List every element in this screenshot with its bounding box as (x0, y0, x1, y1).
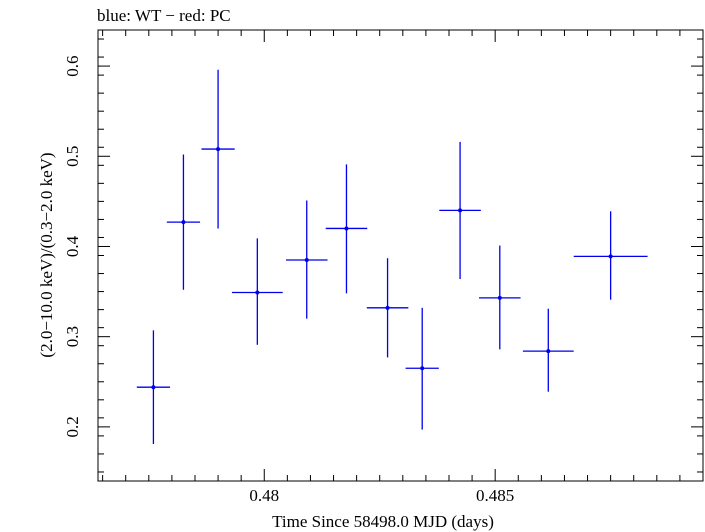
point-marker (420, 366, 425, 371)
point-marker (304, 258, 309, 263)
data-point (479, 245, 521, 350)
point-marker (458, 208, 463, 213)
x-axis-label: Time Since 58498.0 MJD (days) (272, 512, 494, 531)
x-tick-label: 0.48 (249, 486, 279, 505)
y-axis-label: (2.0−10.0 keV)/(0.3−2.0 keV) (37, 152, 56, 357)
data-point (231, 238, 283, 345)
x-tick-label: 0.485 (476, 486, 514, 505)
data-point (201, 69, 235, 229)
point-marker (608, 254, 613, 259)
point-marker (255, 290, 260, 295)
point-marker (497, 295, 502, 300)
point-marker (151, 385, 156, 390)
point-marker (344, 226, 349, 231)
data-point (573, 211, 648, 300)
point-marker (181, 220, 186, 225)
y-tick-label: 0.4 (63, 235, 82, 257)
data-point (522, 308, 574, 392)
y-tick-labels: 0.2 0.3 0.4 0.5 0.6 (63, 55, 82, 437)
point-marker (216, 147, 221, 152)
y-tick-label: 0.6 (63, 55, 82, 76)
chart-title: blue: WT − red: PC (97, 6, 231, 25)
x-tick-labels: 0.48 0.485 (249, 486, 514, 505)
point-marker (385, 305, 390, 310)
data-point (439, 141, 481, 279)
data-point (325, 164, 368, 294)
data-point (166, 154, 201, 290)
data-points (136, 69, 648, 445)
y-tick-label: 0.5 (63, 146, 82, 167)
point-marker (546, 349, 551, 354)
data-point (405, 307, 439, 430)
y-tick-label: 0.2 (63, 416, 82, 437)
data-point (285, 200, 328, 319)
axis-ticks (98, 30, 704, 481)
y-tick-label: 0.3 (63, 326, 82, 347)
data-point (136, 330, 171, 445)
data-point (366, 258, 409, 358)
